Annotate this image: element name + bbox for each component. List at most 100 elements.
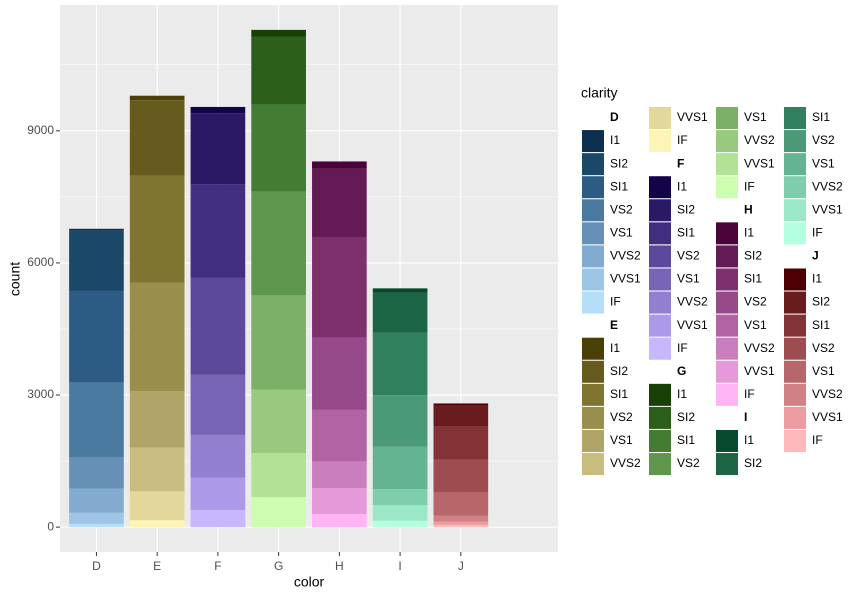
legend-key xyxy=(582,291,604,314)
legend-label: VVS2 xyxy=(812,387,843,401)
bar-segment xyxy=(433,459,489,492)
legend-key xyxy=(784,176,806,199)
bar-segment xyxy=(190,113,246,185)
y-tick-label: 0 xyxy=(47,519,54,533)
legend-group-header: J xyxy=(812,249,819,263)
legend-label: IF xyxy=(677,341,688,355)
legend-label: IF xyxy=(677,133,688,147)
bar-segment xyxy=(69,382,124,458)
legend-label: SI1 xyxy=(610,179,628,193)
legend-key xyxy=(582,176,604,199)
legend-key xyxy=(582,222,604,245)
legend-key xyxy=(582,453,604,476)
legend-label: VVS2 xyxy=(812,179,843,193)
legend-label: SI2 xyxy=(610,156,628,170)
legend-label: VS1 xyxy=(744,318,767,332)
legend-key xyxy=(716,360,738,383)
legend-key xyxy=(716,453,738,476)
legend-key xyxy=(649,429,671,452)
bar-segment xyxy=(372,395,428,447)
legend-label: VVS2 xyxy=(610,249,641,263)
bar-segment xyxy=(129,391,185,448)
bars xyxy=(69,29,489,528)
legend-key xyxy=(784,222,806,245)
legend-key xyxy=(649,406,671,429)
bar-segment xyxy=(251,29,306,37)
bar-segment xyxy=(129,282,185,392)
legend-label: VS1 xyxy=(812,156,835,170)
legend-label: SI1 xyxy=(744,272,762,286)
legend-key xyxy=(784,107,806,129)
y-tick-label: 6000 xyxy=(27,255,54,269)
legend-title: clarity xyxy=(581,85,618,101)
bar-segment xyxy=(251,497,306,528)
legend-key xyxy=(649,268,671,291)
bar-segment xyxy=(433,403,489,406)
legend-key xyxy=(649,383,671,406)
x-tick-label: H xyxy=(335,559,344,573)
legend-label: IF xyxy=(812,226,823,240)
bar-segment xyxy=(372,489,428,506)
x-tick-label: E xyxy=(153,559,161,573)
bar-segment xyxy=(312,161,367,169)
bar-segment xyxy=(251,295,306,390)
legend-key xyxy=(649,199,671,222)
legend-key xyxy=(582,337,604,360)
legend-label: VS2 xyxy=(812,341,835,355)
legend-key xyxy=(784,268,806,291)
legend-label: VS2 xyxy=(812,133,835,147)
bar-segment xyxy=(129,447,185,492)
bar-segment xyxy=(251,36,306,105)
legend-label: VS1 xyxy=(610,433,633,447)
legend-key xyxy=(582,199,604,222)
bar-segment xyxy=(190,277,246,375)
bar-segment xyxy=(312,237,367,338)
legend-label: IF xyxy=(744,179,755,193)
legend-label: SI2 xyxy=(744,456,762,470)
legend-group-header: I xyxy=(744,410,747,424)
legend-key xyxy=(784,130,806,153)
bar-segment xyxy=(251,104,306,192)
legend-label: VS2 xyxy=(610,202,633,216)
y-tick-label: 9000 xyxy=(27,123,54,137)
legend-group-header: D xyxy=(610,110,619,124)
bar-segment xyxy=(190,374,246,435)
bar-segment xyxy=(251,389,306,454)
x-tick-label: F xyxy=(214,559,221,573)
bar-segment xyxy=(251,191,306,296)
legend-key xyxy=(716,314,738,337)
legend-label: VVS1 xyxy=(677,110,708,124)
legend-key xyxy=(784,153,806,176)
bar-segment xyxy=(372,332,428,396)
legend-label: SI1 xyxy=(677,226,695,240)
legend-key xyxy=(784,199,806,222)
legend-key xyxy=(582,268,604,291)
legend-group-header: E xyxy=(610,318,618,332)
bar-segment xyxy=(372,446,428,490)
legend-label: VVS1 xyxy=(677,318,708,332)
legend-label: VVS2 xyxy=(744,133,775,147)
bar-segment xyxy=(69,512,124,524)
legend-label: IF xyxy=(610,295,621,309)
bar-segment xyxy=(312,168,367,238)
legend-label: VS1 xyxy=(812,364,835,378)
legend-key xyxy=(784,337,806,360)
legend-key xyxy=(582,153,604,176)
legend-key xyxy=(716,176,738,199)
bar-segment xyxy=(312,337,367,410)
bar-segment xyxy=(69,523,124,528)
legend-label: SI2 xyxy=(677,202,695,216)
legend-key xyxy=(582,383,604,406)
legend-label: I1 xyxy=(744,226,754,240)
x-tick-label: D xyxy=(92,559,101,573)
legend-label: I1 xyxy=(812,272,822,286)
bar-segment xyxy=(69,230,124,291)
bar-segment xyxy=(312,488,367,514)
bar-segment xyxy=(69,488,124,513)
legend-key xyxy=(716,130,738,153)
legend-key xyxy=(716,291,738,314)
bar-segment xyxy=(190,477,246,511)
bar-segment xyxy=(190,106,246,114)
legend-label: SI1 xyxy=(812,110,830,124)
